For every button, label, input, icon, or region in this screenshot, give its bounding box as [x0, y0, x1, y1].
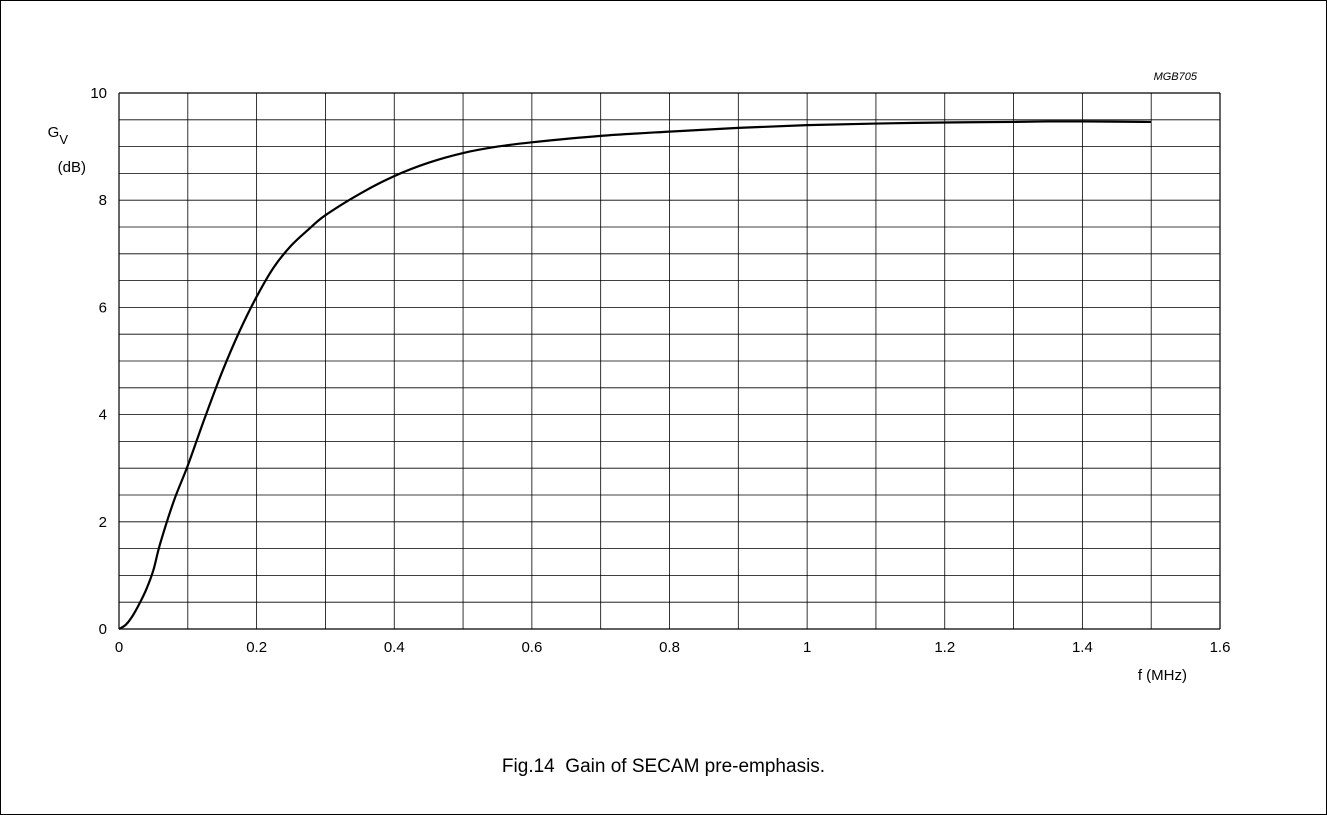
x-tick-label: 1.2	[934, 639, 955, 656]
x-tick-labels: 0 0.2 0.4 0.6 0.8 1 1.2 1.4 1.6	[115, 639, 1231, 656]
x-tick-label: 0	[115, 639, 123, 656]
y-tick-label: 10	[90, 85, 107, 102]
caption-text: Gain of SECAM pre-emphasis.	[565, 756, 826, 777]
y-tick-label: 2	[99, 514, 107, 531]
caption-gap	[555, 756, 566, 777]
x-axis-label: f (MHz)	[1138, 667, 1187, 684]
y-tick-label: 8	[99, 192, 107, 209]
series-layer	[118, 120, 1152, 630]
x-tick-label: 1	[803, 639, 811, 656]
y-axis-unit: (dB)	[58, 159, 86, 176]
y-axis-symbol: G	[48, 124, 60, 141]
y-axis-subscript: V	[59, 132, 68, 147]
x-tick-label: 0.2	[246, 639, 267, 656]
x-tick-label: 1.4	[1072, 639, 1093, 656]
x-tick-label: 0.4	[384, 639, 405, 656]
y-axis-label-symbol: GV	[48, 124, 69, 147]
chart-grid	[118, 92, 1221, 630]
gain-curve	[118, 120, 1152, 630]
x-tick-label: 0.8	[659, 639, 680, 656]
x-tick-label: 0.6	[521, 639, 542, 656]
y-tick-label: 0	[99, 621, 107, 638]
figure-code: MGB705	[1154, 71, 1198, 83]
x-tick-label: 1.6	[1210, 639, 1231, 656]
y-tick-labels: 0 2 4 6 8 10	[90, 85, 107, 638]
figure-caption: Fig.14 Gain of SECAM pre-emphasis.	[0, 756, 1327, 778]
y-tick-label: 4	[99, 407, 107, 424]
caption-number: Fig.14	[501, 756, 555, 777]
y-tick-label: 6	[99, 299, 107, 316]
